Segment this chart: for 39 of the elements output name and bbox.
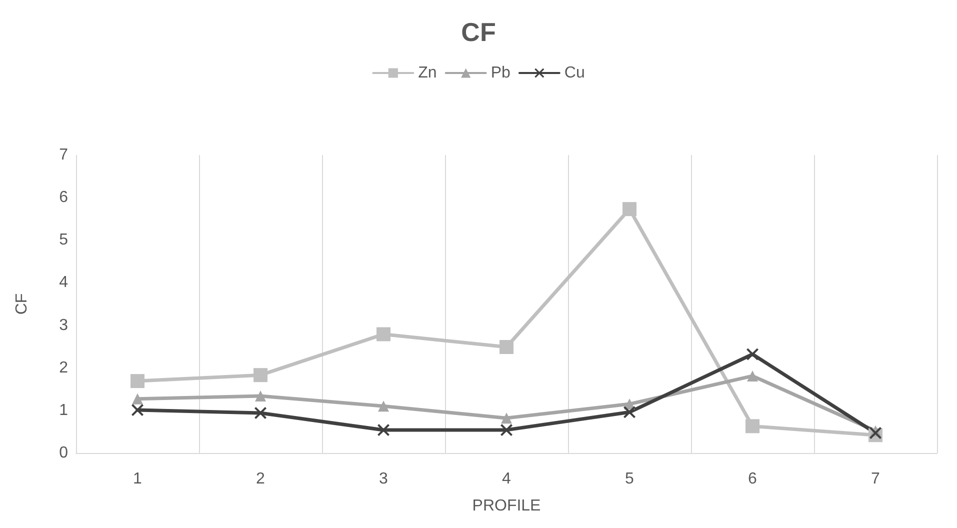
- x-tick-label: 7: [871, 470, 880, 488]
- y-tick-label: 4: [59, 274, 68, 292]
- y-tick-label: 3: [59, 316, 68, 334]
- legend-label: Pb: [490, 64, 510, 82]
- point: [870, 426, 882, 439]
- x-tick-label: 1: [133, 470, 142, 488]
- x-tick-label: 2: [256, 470, 266, 488]
- x-tick-label: 3: [379, 470, 388, 488]
- point: [501, 412, 512, 424]
- x-tick-label: 5: [625, 470, 634, 488]
- point: [254, 368, 268, 382]
- y-axis-title: CF: [14, 293, 30, 315]
- legend-label: Cu: [564, 64, 585, 82]
- point: [132, 404, 144, 416]
- point: [746, 348, 758, 360]
- point: [746, 419, 760, 434]
- point: [132, 393, 143, 404]
- point: [378, 400, 389, 412]
- y-tick-label: 5: [59, 232, 68, 249]
- point: [130, 374, 144, 388]
- point: [255, 390, 266, 402]
- point: [254, 406, 266, 419]
- y-tick-label: 0: [59, 444, 68, 462]
- point: [622, 202, 636, 216]
- chart-title: CF: [461, 17, 496, 47]
- x-tick-label: 4: [502, 470, 512, 488]
- point: [624, 406, 636, 418]
- x-axis-title: PROFILE: [472, 498, 541, 514]
- y-tick-label: 7: [59, 146, 68, 164]
- legend-label: Zn: [418, 64, 437, 82]
- point: [747, 370, 758, 382]
- point: [500, 340, 514, 354]
- point: [378, 424, 390, 436]
- point: [376, 327, 390, 342]
- y-tick-label: 1: [59, 402, 68, 419]
- y-tick-label: 2: [59, 359, 68, 376]
- y-tick-label: 6: [59, 189, 68, 206]
- x-tick-label: 6: [748, 470, 758, 488]
- point: [500, 424, 512, 436]
